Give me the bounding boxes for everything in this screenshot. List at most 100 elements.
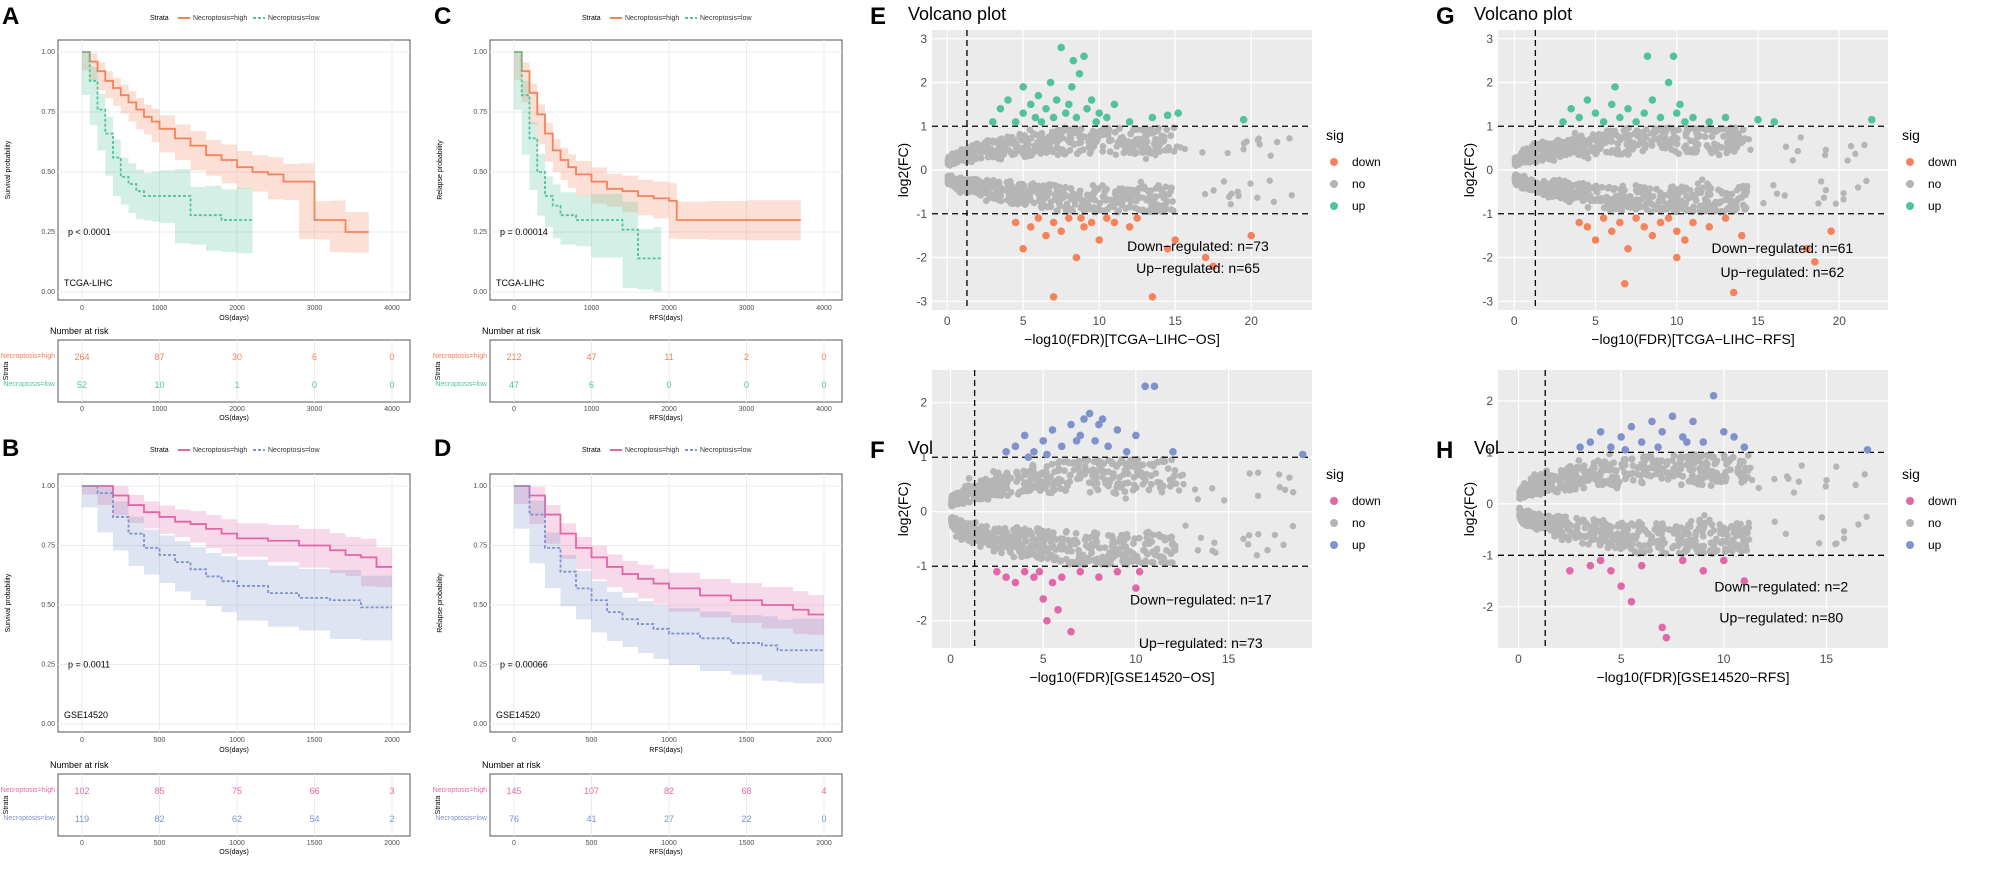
no-point — [1058, 193, 1066, 201]
no-point — [1085, 534, 1093, 542]
x-axis-title: −log10(FDR)[TCGA−LIHC−RFS] — [1591, 331, 1794, 347]
no-point — [1820, 194, 1828, 201]
x-tick-label: 500 — [154, 737, 166, 744]
up-point — [1770, 118, 1779, 126]
y-tick-label: 0.75 — [473, 109, 487, 116]
no-point — [1067, 193, 1075, 201]
no-point — [1702, 126, 1710, 134]
down-point — [1110, 218, 1119, 227]
risk-x-tick: 1000 — [152, 406, 168, 413]
no-point — [1275, 471, 1283, 478]
no-point — [1551, 474, 1559, 481]
y-axis-title: Survival probability — [5, 573, 12, 632]
risk-count-low: 52 — [77, 380, 87, 390]
down-point — [1048, 578, 1057, 587]
no-point — [1139, 461, 1147, 469]
up-point — [1031, 113, 1040, 122]
up-point — [1169, 447, 1177, 456]
y-tick-label: -2 — [916, 614, 927, 628]
down-point — [1201, 253, 1210, 262]
risk-count-high: 212 — [506, 352, 521, 362]
up-count-annotation: Up−regulated: n=80 — [1719, 609, 1843, 625]
no-point — [1254, 194, 1261, 201]
no-point — [1552, 488, 1559, 495]
no-point — [1091, 196, 1099, 204]
x-tick-label: 1500 — [739, 737, 755, 744]
no-point — [1057, 535, 1064, 543]
no-point — [1141, 540, 1149, 548]
no-point — [1611, 198, 1619, 206]
km-curve-low — [514, 51, 662, 260]
risk-x-tick: 1000 — [661, 840, 677, 847]
volcano-panel-F: FVolcano plot051015210-1-2−log10(FDR)[GS… — [870, 370, 1381, 685]
no-point — [1694, 180, 1702, 187]
no-point — [1713, 469, 1721, 477]
no-point — [1254, 469, 1262, 476]
down-point — [1662, 633, 1671, 642]
no-point — [1561, 533, 1569, 540]
no-point — [1692, 532, 1699, 539]
no-point — [1520, 172, 1528, 180]
no-point — [1021, 153, 1029, 161]
no-point — [995, 179, 1002, 187]
no-point — [1562, 513, 1569, 521]
no-point — [1006, 183, 1014, 191]
no-point — [1266, 177, 1273, 184]
no-point — [1076, 559, 1084, 567]
x-axis-title: RFS(days) — [649, 747, 682, 754]
down-point — [1002, 573, 1010, 581]
legend-label-up: up — [1352, 538, 1366, 552]
up-point — [1648, 96, 1657, 104]
no-point — [1104, 477, 1112, 485]
no-point — [1133, 149, 1140, 157]
no-point — [1656, 196, 1664, 204]
up-point — [1125, 118, 1134, 126]
up-point — [1616, 113, 1624, 122]
no-point — [1693, 545, 1700, 553]
no-point — [1052, 546, 1060, 554]
y-tick-label: 0.25 — [473, 662, 487, 669]
no-point — [1535, 181, 1543, 188]
no-point — [1593, 147, 1601, 154]
x-tick-label: 4000 — [816, 305, 832, 312]
up-point — [1298, 450, 1307, 459]
no-point — [1139, 206, 1147, 214]
up-point — [1030, 447, 1038, 456]
no-point — [1066, 131, 1074, 138]
no-point — [1147, 480, 1155, 488]
down-point — [1575, 218, 1584, 227]
no-point — [1720, 132, 1727, 140]
legend-title: Strata — [150, 447, 169, 454]
no-point — [1690, 458, 1698, 466]
up-point — [1672, 109, 1681, 117]
no-point — [1086, 488, 1094, 496]
no-point — [1078, 197, 1086, 204]
no-point — [1689, 193, 1697, 201]
down-point — [1802, 244, 1811, 253]
no-point — [1594, 195, 1602, 203]
risk-count-low: 2 — [389, 814, 394, 824]
no-point — [1687, 137, 1694, 145]
no-point — [1641, 456, 1649, 463]
up-point — [1705, 118, 1714, 126]
no-point — [1135, 184, 1143, 192]
x-tick-label: 0 — [947, 652, 954, 666]
no-point — [1797, 134, 1804, 141]
up-point — [1067, 420, 1075, 429]
no-point — [1695, 125, 1703, 133]
no-point — [1104, 130, 1111, 137]
plot-background — [932, 370, 1312, 648]
no-point — [1670, 190, 1678, 197]
no-point — [1773, 190, 1781, 197]
no-point — [1559, 141, 1567, 149]
no-point — [1180, 480, 1187, 488]
legend-swatch-no — [1330, 519, 1338, 527]
no-point — [1580, 484, 1588, 492]
down-point — [1020, 567, 1029, 576]
risk-y-title: Strata — [3, 796, 10, 815]
no-point — [1542, 472, 1550, 480]
y-tick-label: 0 — [1486, 163, 1493, 177]
up-count-annotation: Up−regulated: n=65 — [1136, 260, 1260, 276]
no-point — [1635, 528, 1642, 536]
risk-x-tick: 3000 — [739, 406, 755, 413]
